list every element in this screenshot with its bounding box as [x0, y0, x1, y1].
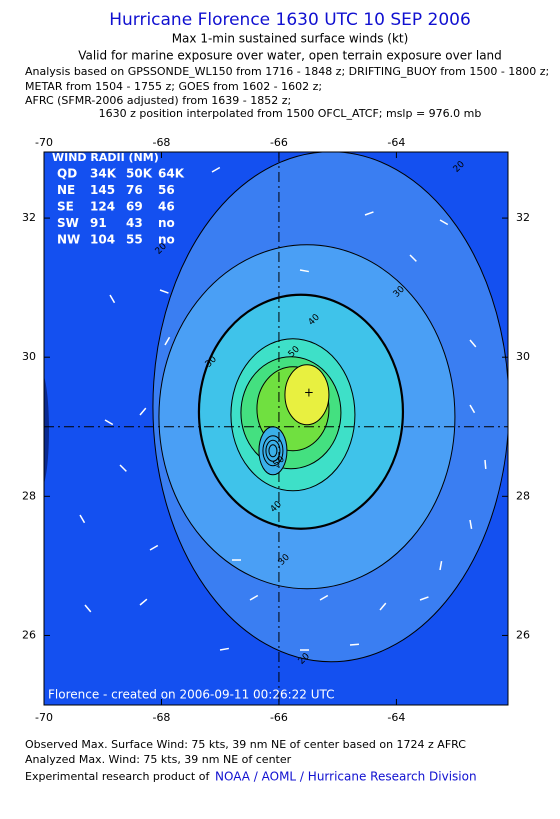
wind-barb — [219, 647, 229, 651]
header-line: Max 1-min sustained surface winds (kt) — [172, 32, 409, 46]
radii-title: WIND RADII (NM) — [52, 151, 159, 164]
radii-cell: 104 — [90, 233, 115, 247]
x-tick-label: -68 — [152, 711, 170, 724]
radii-cell: 34K — [90, 167, 117, 181]
wind-barb — [469, 519, 473, 529]
wind-barb — [149, 544, 159, 551]
title: Hurricane Florence 1630 UTC 10 SEP 2006 — [109, 10, 471, 30]
map-frame — [43, 151, 509, 706]
wind-barb — [419, 596, 429, 601]
wind-barb — [439, 219, 449, 226]
x-tick-label: -68 — [152, 136, 170, 149]
y-tick-label: 32 — [516, 211, 530, 224]
analysis-line: 1630 z position interpolated from 1500 O… — [99, 107, 482, 120]
wind-barb — [469, 404, 476, 414]
wind-barb — [211, 166, 221, 173]
wind-barb — [349, 643, 360, 646]
radii-cell: 91 — [90, 216, 107, 230]
y-tick-label: 30 — [516, 350, 530, 363]
eye-contour — [262, 435, 284, 467]
eye-contour — [268, 444, 278, 458]
radii-cell: 46 — [158, 200, 175, 214]
radii-cell: 76 — [126, 183, 143, 197]
x-tick-label: -66 — [270, 711, 288, 724]
radii-cell: no — [158, 233, 175, 247]
radii-cell: 64K — [158, 167, 185, 181]
radii-cell: 56 — [158, 183, 175, 197]
radii-cell: 69 — [126, 200, 143, 214]
y-tick-label: 32 — [22, 211, 36, 224]
wind-barb — [164, 336, 171, 346]
radii-cell: QD — [57, 167, 77, 181]
wind-barb — [109, 294, 116, 304]
credit: Florence - created on 2006-09-11 00:26:2… — [48, 688, 335, 702]
analysis-line: AFRC (SFMR-2006 adjusted) from 1639 - 18… — [25, 94, 291, 107]
low-wind-area — [44, 376, 49, 484]
y-tick-label: 28 — [516, 489, 530, 502]
radii-cell: 145 — [90, 183, 115, 197]
radii-cell: 50K — [126, 167, 153, 181]
wind-barb — [119, 464, 127, 472]
radii-cell: NE — [57, 183, 75, 197]
footer-link[interactable]: NOAA / AOML / Hurricane Research Divisio… — [215, 770, 477, 784]
wind-barb — [439, 561, 443, 571]
x-tick-label: -64 — [387, 136, 405, 149]
radii-cell: 43 — [126, 216, 143, 230]
footer-line: Observed Max. Surface Wind: 75 kts, 39 n… — [25, 738, 466, 751]
wind-barb — [484, 459, 487, 470]
wind-barb — [104, 419, 114, 426]
x-tick-label: -64 — [387, 711, 405, 724]
wind-barb — [84, 604, 92, 613]
analysis-line: Analysis based on GPSSONDE_WL150 from 17… — [25, 65, 549, 78]
max-wind-marker: + — [304, 385, 314, 399]
radii-cell: no — [158, 216, 175, 230]
y-tick-label: 30 — [22, 350, 36, 363]
wind-barb — [159, 289, 169, 294]
radii-cell: 124 — [90, 200, 115, 214]
y-tick-label: 26 — [22, 628, 36, 641]
wind-barb — [79, 514, 86, 524]
radii-cell: 55 — [126, 233, 143, 247]
wind-barb — [139, 598, 148, 606]
wind-barb — [379, 602, 387, 611]
analysis-line: METAR from 1504 - 1755 z; GOES from 1602… — [25, 80, 322, 93]
eye-contour — [265, 439, 281, 462]
x-tick-label: -70 — [35, 136, 53, 149]
wind-barb — [319, 594, 329, 601]
radii-cell: SW — [57, 216, 79, 230]
x-tick-label: -70 — [35, 711, 53, 724]
contour — [284, 364, 330, 426]
y-tick-label: 28 — [22, 489, 36, 502]
wind-barb — [364, 211, 374, 216]
footer-prefix: Experimental research product of — [25, 770, 210, 783]
wind-barb — [139, 407, 147, 416]
x-tick-label: -66 — [270, 136, 288, 149]
footer-line: Analyzed Max. Wind: 75 kts, 39 nm NE of … — [25, 753, 292, 766]
radii-cell: SE — [57, 200, 74, 214]
wind-barb — [469, 339, 477, 348]
wind-barb — [249, 594, 259, 601]
wind-barb — [299, 269, 309, 273]
header-line: Valid for marine exposure over water, op… — [78, 49, 502, 63]
y-tick-label: 26 — [516, 628, 530, 641]
radii-cell: NW — [57, 233, 80, 247]
wind-barb — [409, 254, 417, 262]
